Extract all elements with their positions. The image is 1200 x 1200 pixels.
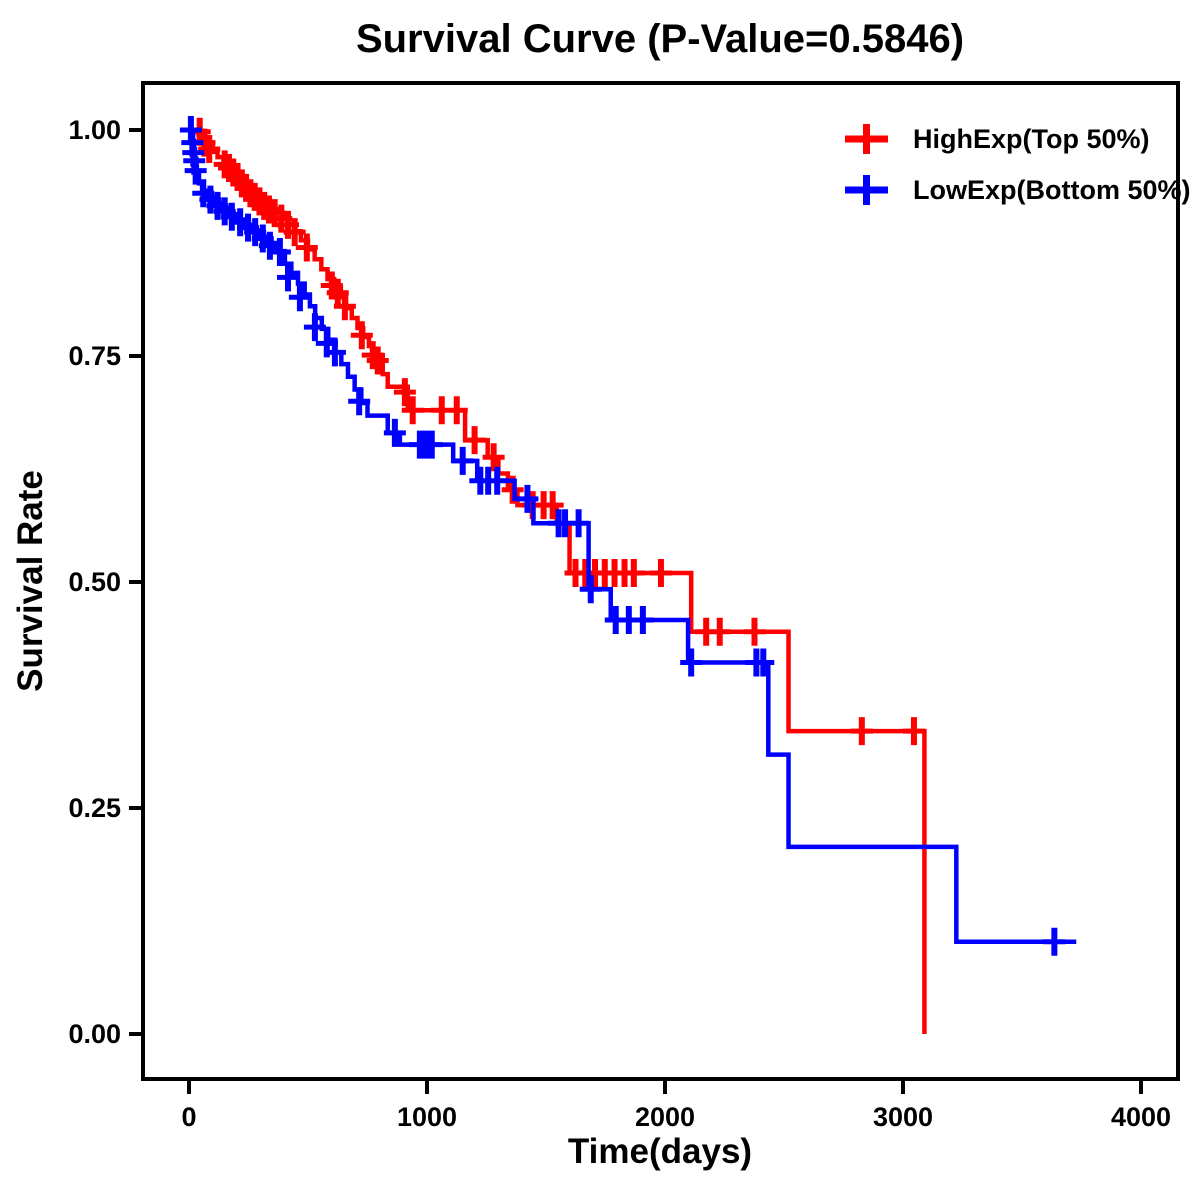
legend: HighExp(Top 50%) LowExp(Bottom 50%) (913, 124, 1191, 205)
chart-title: Survival Curve (P-Value=0.5846) (356, 17, 964, 61)
x-tick-label: 0 (181, 1102, 196, 1132)
legend-label-lowexp: LowExp(Bottom 50%) (913, 175, 1191, 205)
y-tick-label: 0.50 (68, 567, 121, 597)
x-tick-label: 1000 (397, 1102, 457, 1132)
highexp-censor-marks-horizontal (188, 129, 925, 734)
x-tick-label: 2000 (635, 1102, 695, 1132)
legend-label-highexp: HighExp(Top 50%) (913, 124, 1150, 154)
x-tick-label: 4000 (1111, 1102, 1171, 1132)
plot-frame (141, 81, 1180, 1081)
y-tick-label: 0.25 (68, 793, 121, 823)
highexp-curve (189, 127, 927, 1034)
y-tick-label: 0.75 (68, 341, 121, 371)
y-tick-label: 1.00 (68, 115, 121, 145)
legend-marker-highexp-plus-icon (845, 124, 888, 154)
y-tick-label: 0.00 (68, 1019, 121, 1049)
lowexp-censor-marks-horizontal (179, 127, 1066, 945)
x-tick-label: 3000 (873, 1102, 933, 1132)
legend-marker-lowexp-plus-icon (845, 175, 888, 205)
x-axis-title: Time(days) (568, 1132, 752, 1171)
y-axis-title: Survival Rate (11, 470, 50, 692)
highexp-censor-marks-vertical (196, 117, 917, 746)
lowexp-curve (189, 127, 1077, 945)
